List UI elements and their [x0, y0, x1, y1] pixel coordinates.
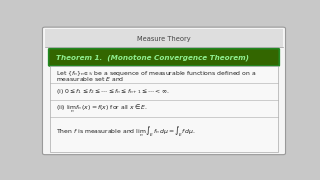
Text: (ii) $\lim_n f_n(x) = f(x)$ for all $x \in E.$: (ii) $\lim_n f_n(x) = f(x)$ for all $x \…	[56, 102, 148, 115]
Bar	[50, 66, 278, 152]
Text: (i) $0 \leq f_1 \leq f_2 \leq \cdots \leq f_n \leq f_{n+1} \leq \cdots < \infty.: (i) $0 \leq f_1 \leq f_2 \leq \cdots \le…	[56, 87, 170, 96]
FancyBboxPatch shape	[49, 49, 279, 66]
Bar	[45, 28, 283, 47]
Text: measurable set $E$ and: measurable set $E$ and	[56, 75, 124, 83]
FancyBboxPatch shape	[43, 27, 285, 155]
Text: Then $f$ is measurable and $\lim_n \int_E f_n\,d\mu = \int_E f\,d\mu.$: Then $f$ is measurable and $\lim_n \int_…	[56, 125, 196, 139]
Text: Theorem 1.  (Monotone Convergence Theorem): Theorem 1. (Monotone Convergence Theorem…	[56, 54, 249, 61]
Text: Measure Theory: Measure Theory	[137, 36, 191, 42]
Text: Let $\{f_n\}_{n\in\mathbb{N}}$ be a sequence of measurable functions defined on : Let $\{f_n\}_{n\in\mathbb{N}}$ be a sequ…	[56, 69, 257, 78]
